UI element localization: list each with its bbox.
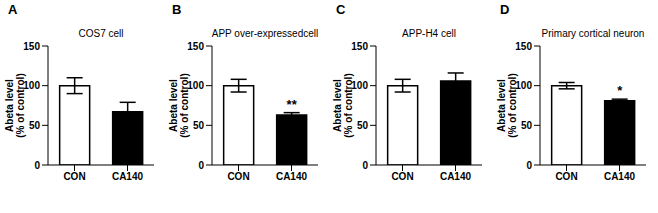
svg-text:CA140: CA140 [112,171,144,182]
html-text:A: A [8,2,18,17]
svg-text:0: 0 [198,160,204,171]
svg-text:CON: CON [555,171,577,182]
svg-text:0: 0 [34,160,40,171]
svg-text:Abeta level(% of control): Abeta level(% of control) [168,73,190,137]
svg-text:Abeta level(% of control): Abeta level(% of control) [332,73,354,137]
svg-text:CA140: CA140 [276,171,308,182]
svg-text:150: 150 [515,41,532,52]
svg-text:50: 50 [521,120,533,131]
html-text:Primary cortical neuron: Primary cortical neuron [541,28,645,39]
svg-text:*: * [617,83,623,98]
svg-text:CON: CON [63,171,85,182]
html-text:C: C [336,2,346,17]
svg-text:150: 150 [351,41,368,52]
svg-text:CA140: CA140 [604,171,636,182]
svg-text:CON: CON [227,171,249,182]
svg-text:50: 50 [357,120,369,131]
svg-text:150: 150 [187,41,204,52]
svg-text:CA140: CA140 [440,171,472,182]
svg-text:100: 100 [515,80,532,91]
svg-text:100: 100 [351,80,368,91]
svg-text:**: ** [287,97,298,112]
svg-text:0: 0 [362,160,368,171]
svg-text:50: 50 [29,120,41,131]
html-text:B: B [172,2,182,17]
html-text:COS7 cell: COS7 cell [78,28,124,39]
svg-text:0: 0 [526,160,532,171]
svg-text:50: 50 [193,120,205,131]
html-text:D: D [500,2,510,17]
svg-text:100: 100 [187,80,204,91]
svg-text:CON: CON [391,171,413,182]
svg-text:100: 100 [23,80,40,91]
html-text:APP-H4 cell: APP-H4 cell [402,28,456,39]
svg-text:Abeta level(% of control): Abeta level(% of control) [496,73,518,137]
svg-text:150: 150 [23,41,40,52]
html-text:APP over-expressedcell: APP over-expressedcell [211,28,319,39]
